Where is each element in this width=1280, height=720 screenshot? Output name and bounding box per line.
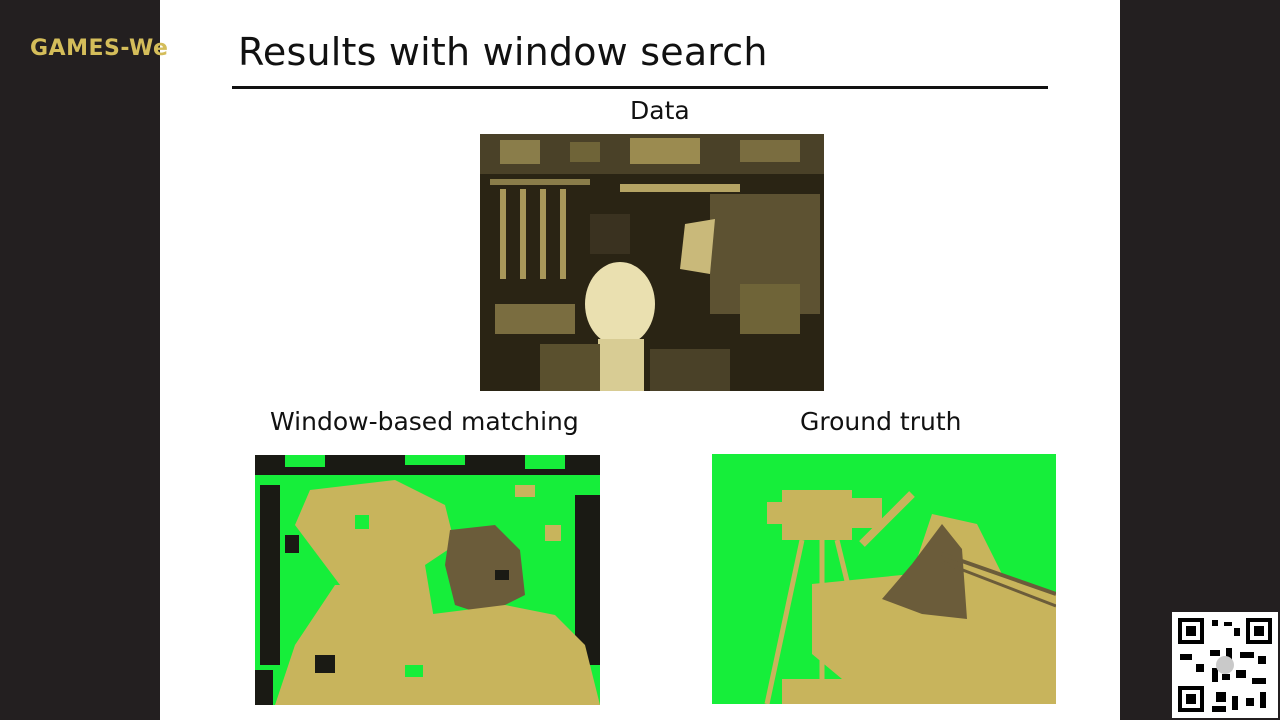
right-letterbox [1120, 0, 1280, 720]
ground-truth-caption: Ground truth [800, 407, 962, 436]
data-image-graphic [480, 134, 824, 391]
qr-code-icon [1172, 612, 1278, 718]
window-matching-disparity-map [255, 455, 600, 705]
ground-truth-graphic [712, 454, 1056, 704]
qr-code-graphic [1172, 612, 1278, 718]
slide: Results with window search Data [160, 0, 1120, 720]
ground-truth-disparity-map [712, 454, 1056, 704]
slide-title: Results with window search [238, 30, 768, 74]
title-divider [232, 86, 1048, 89]
data-image [480, 134, 824, 391]
window-matching-caption: Window-based matching [270, 407, 579, 436]
channel-watermark: GAMES-We [30, 36, 169, 61]
window-matching-graphic [255, 455, 600, 705]
left-letterbox [0, 0, 160, 720]
data-caption: Data [630, 96, 690, 125]
